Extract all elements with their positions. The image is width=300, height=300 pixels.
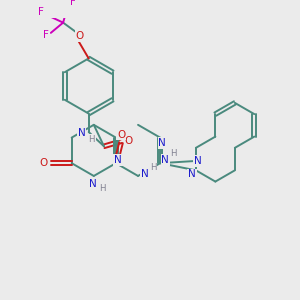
Text: F: F bbox=[38, 8, 43, 17]
Text: H: H bbox=[99, 184, 105, 193]
Text: F: F bbox=[43, 30, 49, 40]
Text: N: N bbox=[158, 138, 166, 148]
Text: H: H bbox=[170, 149, 177, 158]
Text: N: N bbox=[141, 169, 149, 179]
Text: F: F bbox=[70, 0, 76, 7]
Text: H: H bbox=[150, 163, 157, 172]
Text: N: N bbox=[194, 156, 202, 166]
Text: O: O bbox=[75, 31, 84, 41]
Text: O: O bbox=[39, 158, 47, 168]
Text: O: O bbox=[124, 136, 133, 146]
Text: N: N bbox=[78, 128, 86, 138]
Text: N: N bbox=[114, 155, 122, 165]
Text: N: N bbox=[161, 155, 169, 165]
Text: O: O bbox=[117, 130, 125, 140]
Text: N: N bbox=[188, 169, 196, 179]
Text: H: H bbox=[88, 135, 95, 144]
Text: N: N bbox=[89, 179, 97, 189]
